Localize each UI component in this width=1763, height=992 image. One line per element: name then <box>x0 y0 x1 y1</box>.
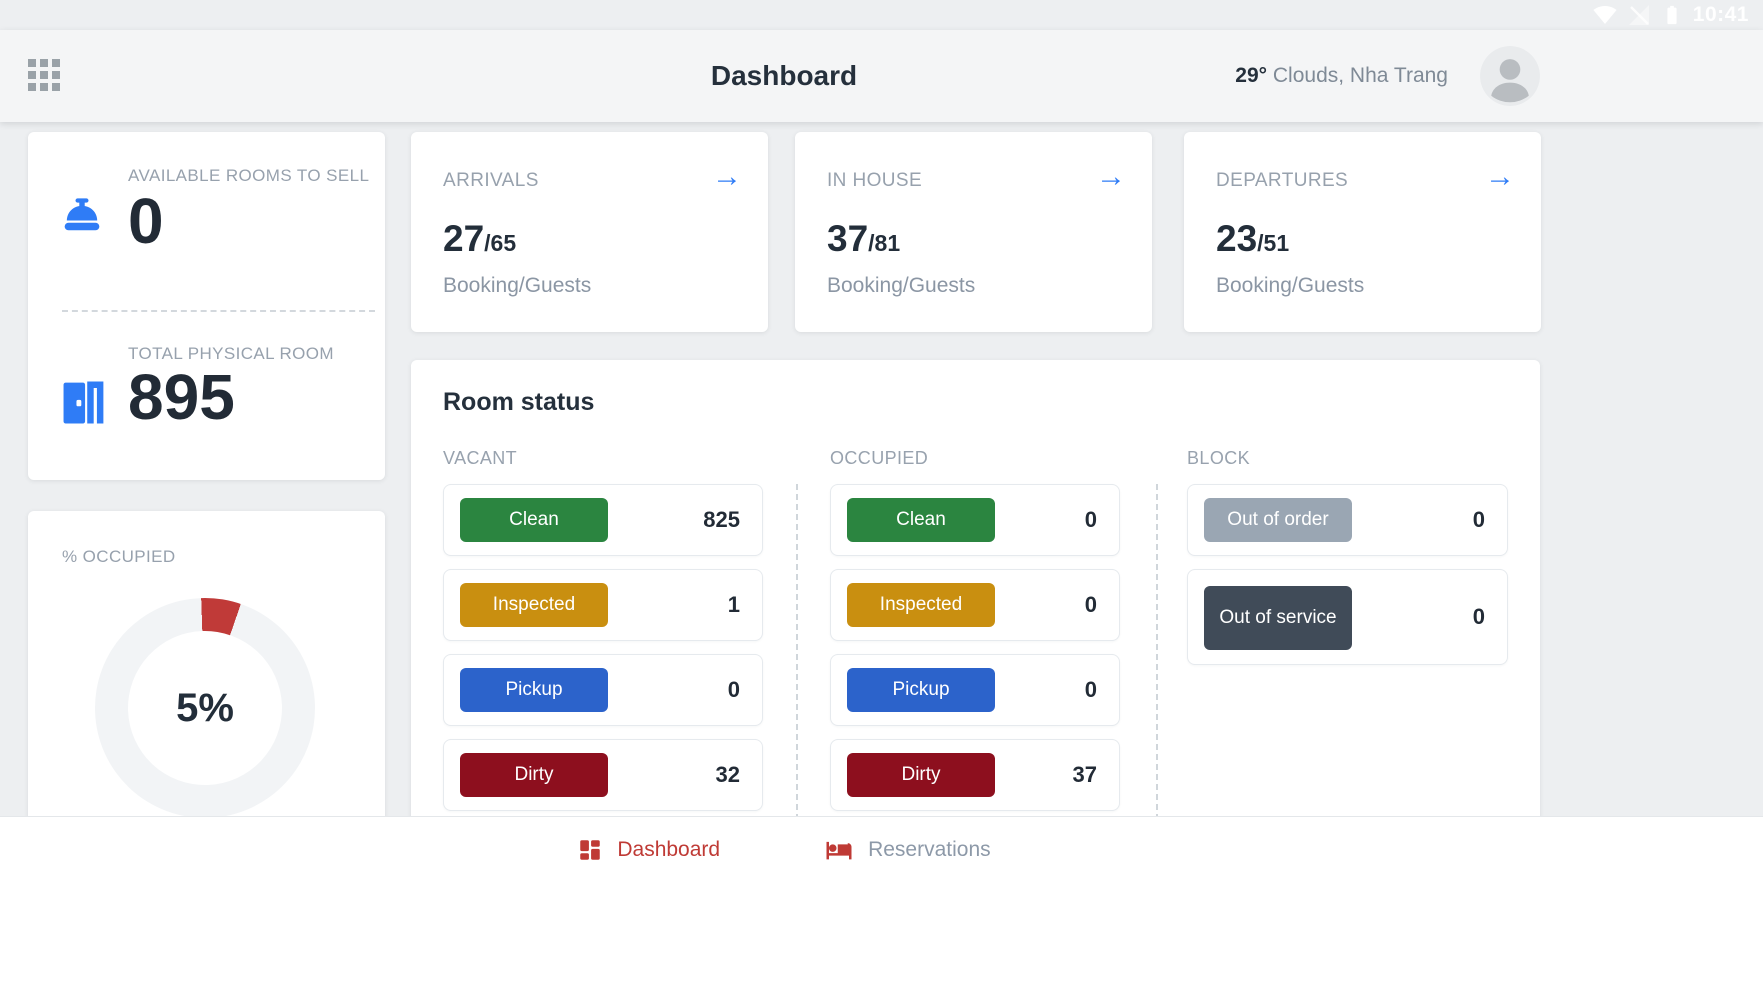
arrow-right-icon[interactable]: → <box>712 160 742 193</box>
arrivals-total: /65 <box>484 230 517 256</box>
divider <box>796 484 798 830</box>
inspected-count: 1 <box>727 592 740 617</box>
clean-count: 0 <box>1084 507 1097 532</box>
arrivals-value: 27/65 <box>443 218 516 260</box>
vacant-pickup-row[interactable]: Pickup 0 <box>443 654 763 726</box>
bed-icon <box>824 835 854 865</box>
bottom-nav: Dashboard Reservations <box>28 833 1540 867</box>
arrow-right-icon[interactable]: → <box>1096 160 1126 193</box>
out-of-order-chip: Out of order <box>1204 498 1352 542</box>
nav-dashboard-label: Dashboard <box>617 838 721 861</box>
pickup-count: 0 <box>727 677 740 702</box>
divider <box>1156 484 1158 830</box>
arrow-right-icon[interactable]: → <box>1485 160 1515 193</box>
occupied-inspected-row[interactable]: Inspected 0 <box>830 569 1120 641</box>
out-of-service-chip: Out of service <box>1204 586 1352 650</box>
occupancy-percent: 5% <box>176 685 234 730</box>
vacant-clean-row[interactable]: Clean 825 <box>443 484 763 556</box>
arrivals-caption: Booking/Guests <box>443 274 592 297</box>
apps-menu-button[interactable] <box>28 59 62 93</box>
block-out-of-order-row[interactable]: Out of order 0 <box>1187 484 1508 556</box>
clean-chip: Clean <box>847 498 995 542</box>
nav-reservations-label: Reservations <box>868 838 991 861</box>
person-icon <box>1480 46 1540 106</box>
pickup-count: 0 <box>1084 677 1097 702</box>
inspected-count: 0 <box>1084 592 1097 617</box>
vacant-header: VACANT <box>443 448 518 468</box>
arrivals-card[interactable]: ARRIVALS → 27/65 Booking/Guests <box>411 132 768 332</box>
total-rooms-value: 895 <box>128 361 235 433</box>
inspected-chip: Inspected <box>847 583 995 627</box>
departures-card[interactable]: DEPARTURES → 23/51 Booking/Guests <box>1184 132 1541 332</box>
occupancy-label: % OCCUPIED <box>62 547 176 566</box>
in-house-card[interactable]: IN HOUSE → 37/81 Booking/Guests <box>795 132 1152 332</box>
block-out-of-service-row[interactable]: Out of service 0 <box>1187 569 1508 665</box>
weather-info: 29° Clouds, Nha Trang <box>1235 64 1448 88</box>
in-house-caption: Booking/Guests <box>827 274 976 297</box>
in-house-total: /81 <box>868 230 901 256</box>
arrivals-label: ARRIVALS <box>443 170 539 191</box>
in-house-value: 37/81 <box>827 218 900 260</box>
clean-chip: Clean <box>460 498 608 542</box>
nav-dashboard[interactable]: Dashboard <box>577 837 720 863</box>
pickup-chip: Pickup <box>460 668 608 712</box>
battery-icon <box>1661 3 1683 27</box>
departures-value: 23/51 <box>1216 218 1289 260</box>
total-rooms-label: TOTAL PHYSICAL ROOM <box>128 344 334 363</box>
status-time: 10:41 <box>1692 3 1749 26</box>
available-rooms-label: AVAILABLE ROOMS TO SELL <box>128 166 370 185</box>
user-avatar[interactable] <box>1480 46 1540 106</box>
cellular-off-icon <box>1627 3 1651 27</box>
arrivals-count: 27 <box>443 218 485 259</box>
available-rooms-value: 0 <box>128 185 164 257</box>
dirty-count: 32 <box>715 762 740 787</box>
room-status-title: Room status <box>443 388 595 416</box>
weather-location: Clouds, Nha Trang <box>1272 64 1448 87</box>
out-of-order-count: 0 <box>1472 507 1485 532</box>
divider <box>62 310 375 312</box>
dirty-chip: Dirty <box>847 753 995 797</box>
departures-count: 23 <box>1216 218 1258 259</box>
app-header: Dashboard 29° Clouds, Nha Trang <box>0 30 1763 122</box>
wifi-icon <box>1593 3 1617 27</box>
weather-temp: 29° <box>1235 64 1268 87</box>
out-of-service-count: 0 <box>1472 604 1485 629</box>
occupied-clean-row[interactable]: Clean 0 <box>830 484 1120 556</box>
departures-total: /51 <box>1257 230 1290 256</box>
vacant-inspected-row[interactable]: Inspected 1 <box>443 569 763 641</box>
dirty-count: 37 <box>1072 762 1097 787</box>
occupied-dirty-row[interactable]: Dirty 37 <box>830 739 1120 811</box>
block-header: BLOCK <box>1187 448 1251 468</box>
door-icon <box>58 374 110 430</box>
service-bell-icon <box>56 194 108 246</box>
nav-reservations[interactable]: Reservations <box>824 835 991 865</box>
vacant-dirty-row[interactable]: Dirty 32 <box>443 739 763 811</box>
inspected-chip: Inspected <box>460 583 608 627</box>
dirty-chip: Dirty <box>460 753 608 797</box>
departures-label: DEPARTURES <box>1216 170 1349 191</box>
page-title: Dashboard <box>710 60 858 91</box>
departures-caption: Booking/Guests <box>1216 274 1365 297</box>
occupied-header: OCCUPIED <box>830 448 929 468</box>
bottom-bar: Dashboard Reservations <box>0 816 1763 992</box>
room-status-card: Room status VACANT OCCUPIED BLOCK Clean … <box>411 360 1540 830</box>
clean-count: 825 <box>703 507 740 532</box>
in-house-label: IN HOUSE <box>827 170 923 191</box>
rooms-summary-card: AVAILABLE ROOMS TO SELL 0 TOTAL PHYSICAL… <box>28 132 385 480</box>
pickup-chip: Pickup <box>847 668 995 712</box>
status-bar: 10:41 <box>0 0 1763 30</box>
dashboard-icon <box>577 837 603 863</box>
occupied-pickup-row[interactable]: Pickup 0 <box>830 654 1120 726</box>
in-house-count: 37 <box>827 218 869 259</box>
